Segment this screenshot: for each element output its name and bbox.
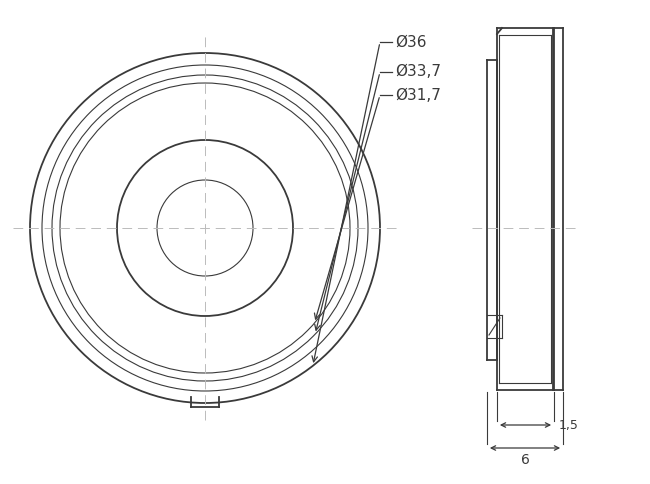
Text: Ø31,7: Ø31,7	[395, 88, 441, 103]
Text: Ø36: Ø36	[395, 34, 426, 49]
Text: Ø33,7: Ø33,7	[395, 64, 441, 79]
Text: 1,5: 1,5	[559, 419, 579, 432]
Text: 6: 6	[521, 453, 530, 467]
